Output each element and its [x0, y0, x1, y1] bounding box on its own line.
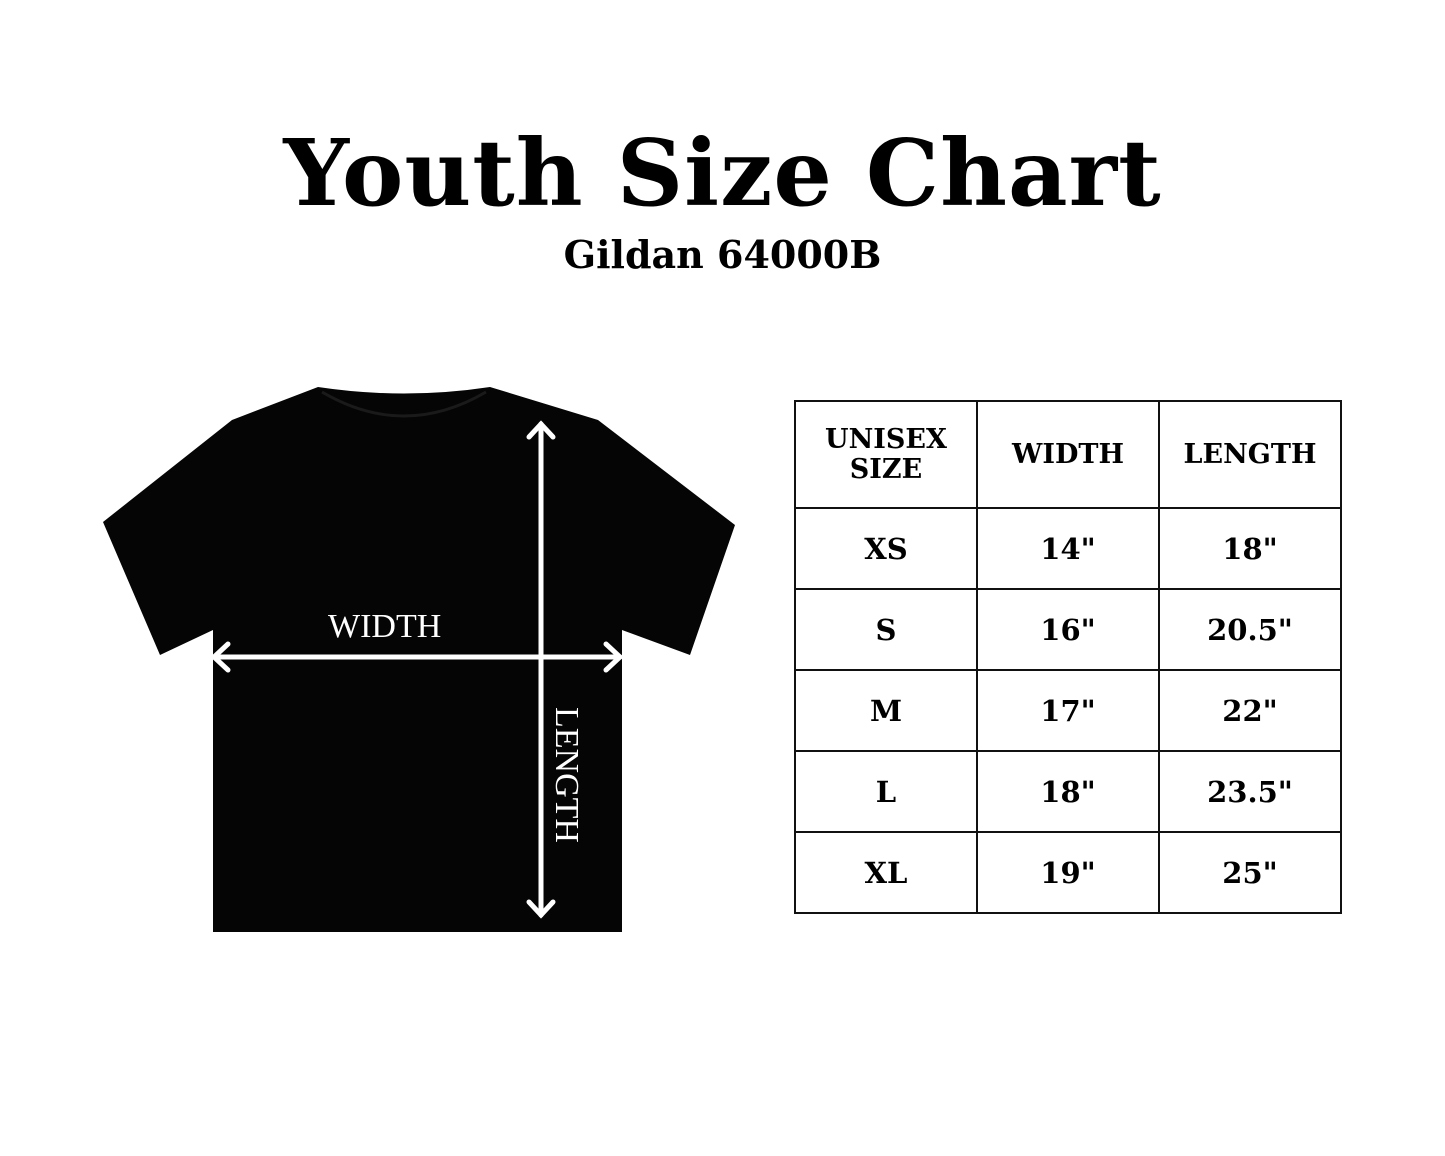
page-subtitle: Gildan 64000B [563, 232, 882, 277]
size-cell: L [794, 750, 978, 833]
length-cell: 18" [1158, 507, 1342, 590]
header-length: LENGTH [1158, 400, 1342, 509]
tshirt-collar [321, 390, 487, 418]
table-row: M 17" 22" [794, 669, 1342, 752]
length-cell: 20.5" [1158, 588, 1342, 671]
length-arrow [526, 420, 556, 919]
length-cell: 23.5" [1158, 750, 1342, 833]
width-arrow [210, 641, 624, 673]
size-cell: S [794, 588, 978, 671]
table-row: S 16" 20.5" [794, 588, 1342, 671]
size-cell: XL [794, 831, 978, 914]
header-size: UNISEX SIZE [794, 400, 978, 509]
size-table: UNISEX SIZE WIDTH LENGTH XS 14" 18" S 16" 20… [794, 400, 1342, 914]
table-header-row: UNISEX SIZE WIDTH LENGTH [794, 400, 1342, 509]
width-cell: 18" [976, 750, 1160, 833]
width-cell: 19" [976, 831, 1160, 914]
width-cell: 17" [976, 669, 1160, 752]
width-cell: 14" [976, 507, 1160, 590]
header-width: WIDTH [976, 400, 1160, 509]
length-cell: 22" [1158, 669, 1342, 752]
length-label: LENGTH [548, 707, 585, 843]
size-cell: M [794, 669, 978, 752]
width-label: WIDTH [328, 608, 442, 645]
size-cell: XS [794, 507, 978, 590]
length-cell: 25" [1158, 831, 1342, 914]
table-row: L 18" 23.5" [794, 750, 1342, 833]
table-row: XL 19" 25" [794, 831, 1342, 914]
width-cell: 16" [976, 588, 1160, 671]
page-title: Youth Size Chart [283, 119, 1162, 227]
header-size-text: UNISEX SIZE [825, 423, 947, 485]
table-row: XS 14" 18" [794, 507, 1342, 590]
